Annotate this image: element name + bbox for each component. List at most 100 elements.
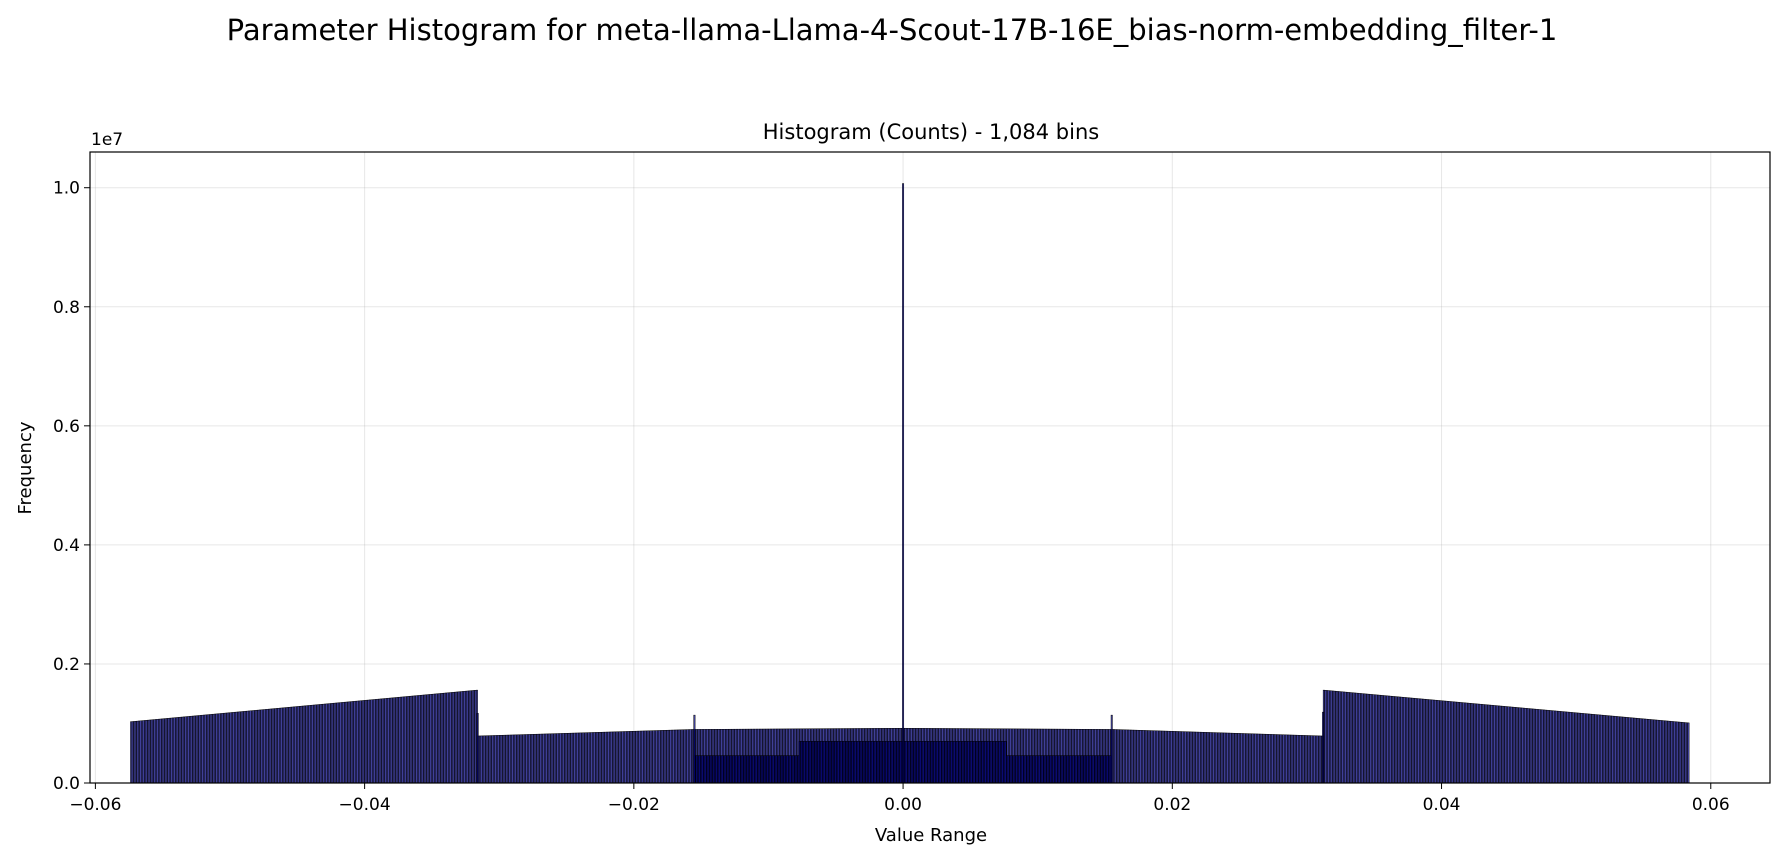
histogram-bar	[1029, 755, 1032, 784]
histogram-bar	[677, 729, 680, 784]
y-tick-label: 0.6	[53, 417, 80, 437]
axes-title: Histogram (Counts) - 1,084 bins	[763, 120, 1099, 144]
histogram-bar	[1375, 694, 1378, 784]
histogram-bar	[1136, 729, 1139, 784]
histogram-bar	[1515, 707, 1518, 784]
histogram-bar	[1459, 702, 1462, 784]
histogram-bar	[990, 741, 993, 784]
histogram-bar	[826, 741, 829, 784]
histogram-bar	[331, 703, 334, 784]
histogram-bar	[1145, 730, 1148, 784]
histogram-bar	[1460, 702, 1463, 784]
histogram-bar	[1330, 690, 1333, 784]
histogram-bar	[1249, 733, 1252, 784]
histogram-bar	[1667, 720, 1670, 784]
histogram-bar	[1130, 729, 1133, 784]
histogram-bar	[384, 698, 387, 784]
histogram-bar	[1304, 735, 1307, 784]
histogram-bar	[328, 703, 331, 784]
histogram-bar	[744, 755, 747, 784]
histogram-bar	[327, 703, 330, 784]
histogram-bar	[289, 706, 292, 784]
histogram-bar	[678, 729, 681, 784]
histogram-bar	[156, 719, 159, 784]
histogram-bar	[874, 741, 877, 784]
histogram-bar	[1670, 721, 1673, 784]
histogram-bar	[975, 741, 978, 784]
histogram-bar	[462, 691, 464, 784]
histogram-bar	[890, 741, 893, 784]
histogram-bar	[1095, 755, 1098, 784]
histogram-bar	[558, 733, 560, 784]
histogram-bar	[606, 731, 608, 784]
histogram-bar	[845, 741, 848, 784]
histogram-bar	[1398, 696, 1401, 784]
histogram-bar	[313, 704, 316, 784]
histogram-bar	[1288, 734, 1291, 784]
histogram-bar	[303, 705, 306, 784]
histogram-bar	[1279, 734, 1282, 784]
histogram-bar	[291, 706, 294, 784]
histogram-bar	[1125, 729, 1128, 784]
histogram-bar	[1161, 730, 1164, 784]
histogram-bar	[933, 741, 936, 784]
histogram-bar	[1242, 733, 1244, 784]
histogram-bar	[1549, 710, 1552, 784]
histogram-bar	[1616, 716, 1619, 784]
histogram-bar	[976, 741, 979, 784]
histogram-bar	[623, 731, 625, 784]
histogram-bar	[812, 741, 815, 784]
histogram-bar	[1453, 701, 1456, 784]
histogram-bar	[1108, 755, 1110, 784]
histogram-bar	[674, 729, 677, 784]
histogram-bar	[891, 741, 894, 784]
histogram-bar	[496, 735, 498, 784]
histogram-bar	[672, 729, 675, 784]
histogram-bar	[282, 707, 285, 784]
histogram-bar	[262, 709, 264, 784]
histogram-bar	[1496, 705, 1499, 784]
histogram-bar	[378, 698, 381, 784]
histogram-bar	[164, 718, 167, 784]
histogram-bar	[1591, 713, 1594, 784]
histogram-bar	[1408, 697, 1411, 784]
histogram-bar	[1640, 718, 1643, 784]
histogram-bar	[1389, 695, 1392, 784]
histogram-bar	[1026, 755, 1029, 784]
histogram-bar	[876, 741, 879, 784]
histogram-bar	[1092, 755, 1095, 784]
histogram-bar	[376, 698, 379, 784]
histogram-bar	[1589, 713, 1592, 784]
histogram-bar	[806, 741, 809, 784]
histogram-bar	[1501, 705, 1504, 784]
histogram-bar	[945, 741, 948, 784]
histogram-bar	[553, 733, 556, 784]
histogram-bar	[590, 732, 593, 784]
histogram-bar	[825, 741, 828, 784]
histogram-bar	[134, 721, 137, 784]
histogram-bar	[1415, 698, 1418, 784]
histogram-bar	[1228, 732, 1231, 784]
histogram-bar	[786, 755, 789, 784]
histogram-bar	[758, 755, 761, 784]
histogram-bar	[1047, 755, 1050, 784]
histogram-bar	[894, 741, 897, 784]
histogram-bar	[587, 732, 590, 784]
histogram-bar	[1532, 708, 1535, 784]
histogram-bar	[330, 703, 333, 784]
histogram-bar	[147, 719, 150, 784]
histogram-bar	[365, 699, 368, 784]
histogram-bar	[859, 741, 862, 784]
histogram-bar	[1086, 755, 1089, 784]
histogram-bar	[1223, 732, 1226, 784]
histogram-bar	[248, 710, 250, 784]
histogram-bar	[686, 729, 689, 784]
histogram-bar	[1450, 701, 1453, 784]
histogram-bar	[1259, 733, 1262, 784]
histogram-bar	[767, 755, 770, 784]
histogram-bar	[1156, 730, 1159, 784]
histogram-bar	[842, 741, 845, 784]
histogram-bar	[612, 731, 615, 784]
histogram-bar	[1218, 732, 1221, 784]
